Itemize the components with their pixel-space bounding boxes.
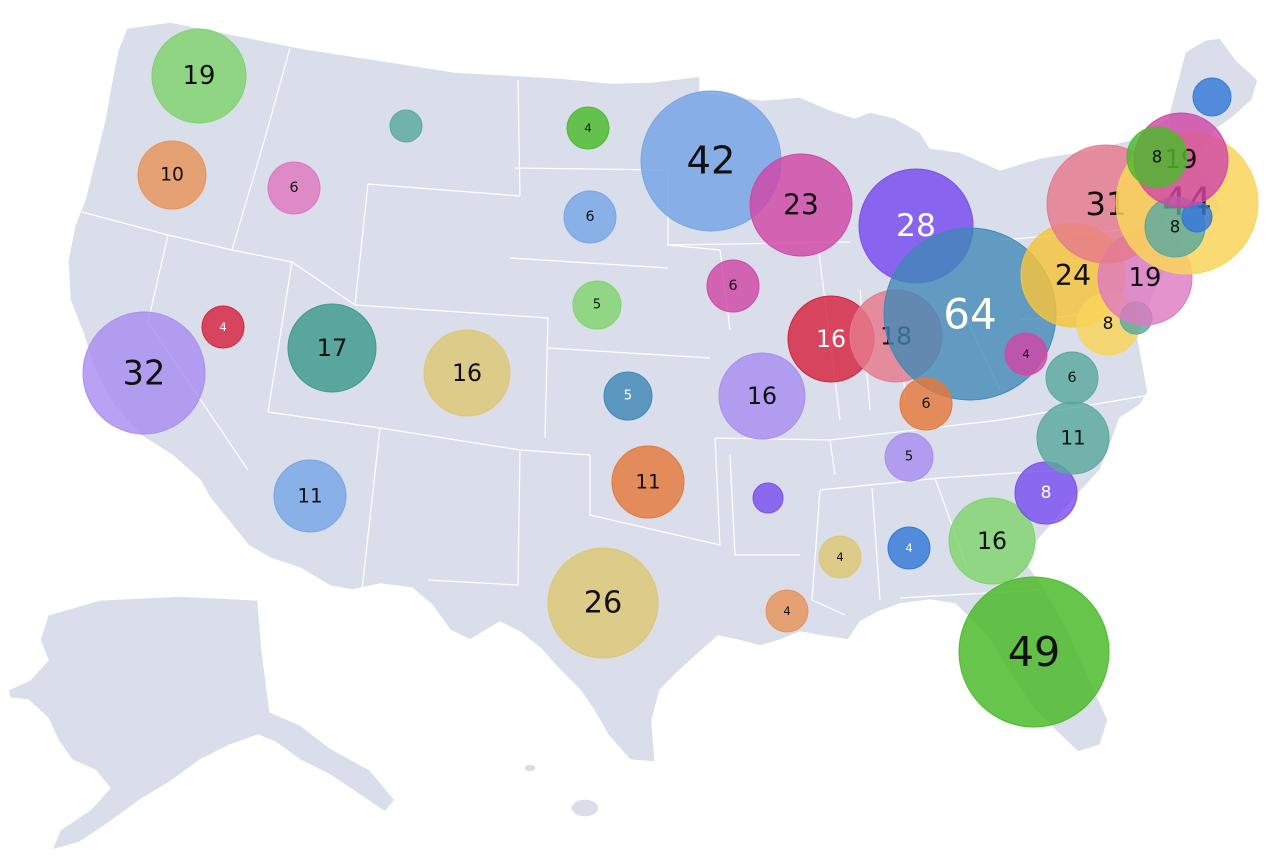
bubble-circle[interactable] bbox=[899, 377, 953, 431]
bubble-circle[interactable] bbox=[718, 352, 806, 440]
bubble-arizona[interactable]: 11 bbox=[273, 459, 347, 533]
bubble-florida[interactable]: 49 bbox=[958, 576, 1110, 728]
bubble-circle[interactable] bbox=[1036, 401, 1110, 475]
bubble-circle[interactable] bbox=[287, 303, 377, 393]
bubble-circle[interactable] bbox=[765, 589, 809, 633]
bubble-idaho[interactable]: 6 bbox=[267, 161, 321, 215]
bubble-oklahoma[interactable]: 11 bbox=[611, 445, 685, 519]
bubble-nebraska[interactable]: 5 bbox=[572, 280, 622, 330]
bubble-south-dakota[interactable]: 6 bbox=[563, 190, 617, 244]
bubble-circle[interactable] bbox=[948, 497, 1036, 585]
bubble-montana[interactable] bbox=[389, 109, 423, 143]
bubble-circle[interactable] bbox=[389, 109, 423, 143]
bubble-circle[interactable] bbox=[706, 259, 760, 313]
bubble-new-hampshire[interactable]: 8 bbox=[1126, 126, 1188, 188]
bubble-mississippi[interactable]: 4 bbox=[818, 535, 862, 579]
hawaii-island bbox=[523, 763, 537, 773]
bubble-circle[interactable] bbox=[1192, 77, 1232, 117]
bubble-circle[interactable] bbox=[572, 280, 622, 330]
bubble-texas[interactable]: 26 bbox=[547, 547, 659, 659]
bubble-circle[interactable] bbox=[267, 161, 321, 215]
bubble-washington[interactable]: 19 bbox=[151, 28, 247, 124]
alaska-island bbox=[570, 798, 600, 818]
bubble-circle[interactable] bbox=[201, 305, 245, 349]
bubble-circle[interactable] bbox=[82, 311, 206, 435]
bubble-kentucky[interactable]: 6 bbox=[899, 377, 953, 431]
bubble-louisiana[interactable]: 4 bbox=[765, 589, 809, 633]
bubble-california[interactable]: 32 bbox=[82, 311, 206, 435]
bubble-kansas[interactable]: 5 bbox=[603, 371, 653, 421]
bubble-colorado[interactable]: 16 bbox=[423, 329, 511, 417]
bubble-west-virginia[interactable]: 4 bbox=[1004, 332, 1048, 376]
bubble-circle[interactable] bbox=[749, 153, 853, 257]
bubble-circle[interactable] bbox=[563, 190, 617, 244]
bubble-circle[interactable] bbox=[611, 445, 685, 519]
bubble-tennessee[interactable]: 5 bbox=[884, 432, 934, 482]
bubble-circle[interactable] bbox=[1004, 332, 1048, 376]
bubble-circle[interactable] bbox=[887, 526, 931, 570]
bubble-nevada[interactable]: 4 bbox=[201, 305, 245, 349]
bubble-north-dakota[interactable]: 4 bbox=[566, 106, 610, 150]
bubble-circle[interactable] bbox=[566, 106, 610, 150]
bubble-maine[interactable] bbox=[1192, 77, 1232, 117]
bubble-circle[interactable] bbox=[818, 535, 862, 579]
bubble-circle[interactable] bbox=[547, 547, 659, 659]
bubble-circle[interactable] bbox=[151, 28, 247, 124]
bubble-wisconsin[interactable]: 23 bbox=[749, 153, 853, 257]
bubble-virginia[interactable]: 6 bbox=[1045, 351, 1099, 405]
bubble-circle[interactable] bbox=[273, 459, 347, 533]
alaska-shape bbox=[7, 595, 396, 851]
bubble-arkansas[interactable] bbox=[752, 482, 784, 514]
bubble-circle[interactable] bbox=[423, 329, 511, 417]
bubble-missouri[interactable]: 16 bbox=[718, 352, 806, 440]
bubble-iowa[interactable]: 6 bbox=[706, 259, 760, 313]
bubble-circle[interactable] bbox=[752, 482, 784, 514]
bubble-alabama[interactable]: 4 bbox=[887, 526, 931, 570]
bubble-circle[interactable] bbox=[958, 576, 1110, 728]
bubble-north-carolina[interactable]: 11 bbox=[1036, 401, 1110, 475]
bubble-circle[interactable] bbox=[884, 432, 934, 482]
bubble-circle[interactable] bbox=[1045, 351, 1099, 405]
bubble-circle[interactable] bbox=[1126, 126, 1188, 188]
bubble-utah[interactable]: 17 bbox=[287, 303, 377, 393]
bubble-circle[interactable] bbox=[603, 371, 653, 421]
bubble-oregon[interactable]: 10 bbox=[137, 140, 207, 210]
bubble-circle[interactable] bbox=[137, 140, 207, 210]
